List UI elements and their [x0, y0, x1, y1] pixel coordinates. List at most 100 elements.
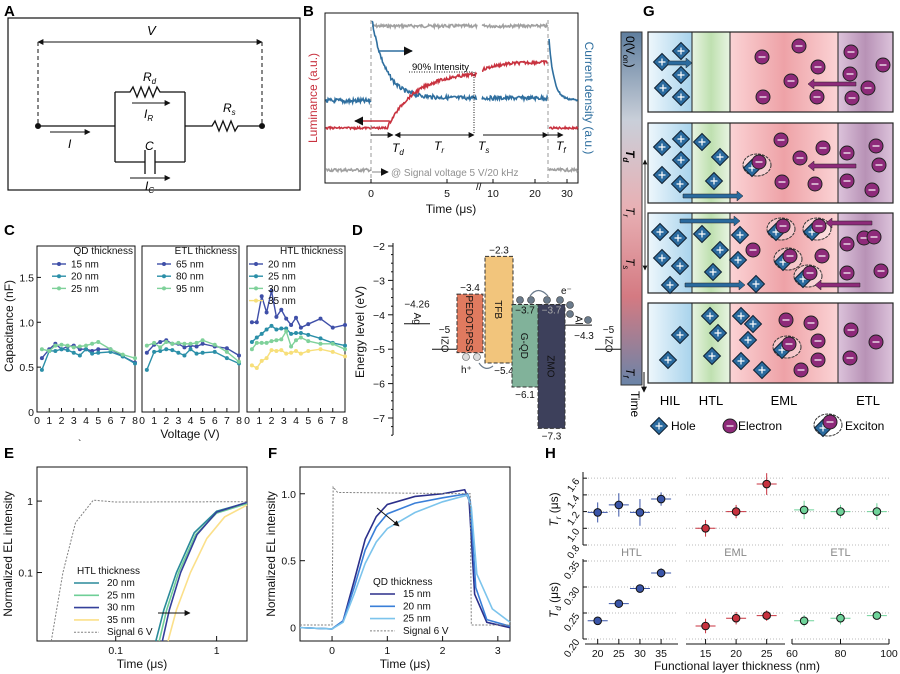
- capacitance-point: [343, 343, 347, 348]
- capacitance-point: [254, 320, 259, 325]
- plus-sign: [748, 164, 756, 172]
- panel-label-h: H: [545, 445, 556, 462]
- capacitance-point: [318, 336, 323, 341]
- panel-c-xtick-label: 3: [175, 415, 181, 427]
- ytick-label: 1.6: [565, 476, 582, 494]
- capacitance-point: [298, 351, 303, 356]
- capacitance-point: [343, 322, 347, 327]
- panel-a-frame: [7, 17, 301, 191]
- capacitance-point: [289, 322, 294, 327]
- capacitance-point: [77, 344, 82, 349]
- capacitance-point: [158, 345, 163, 350]
- panel-b-xtick-label: 5: [444, 188, 450, 200]
- plus-sign: [714, 329, 722, 337]
- capacitance-point: [306, 348, 311, 353]
- electron-icon: [556, 296, 564, 304]
- plus-sign: [736, 231, 744, 239]
- snapshot-frame: [647, 122, 894, 204]
- hole-hop-arrow: [478, 362, 494, 369]
- capacitance-line-20nm: [251, 290, 346, 329]
- ytick-label: 0.35: [562, 559, 582, 582]
- legend-label: 65 nm: [176, 260, 204, 271]
- panel-c-frame: [246, 245, 346, 413]
- plus-sign: [664, 356, 672, 364]
- layer-bar-zmo: [537, 303, 566, 429]
- capacitance-point: [254, 366, 259, 371]
- x-axis-label: Functional layer thickness (nm): [654, 659, 820, 673]
- capacitance-point: [306, 322, 311, 327]
- capacitance-line-30nm: [251, 329, 346, 350]
- panel-b-traces: [325, 20, 579, 174]
- capacitance-point: [294, 331, 298, 336]
- plus-sign: [737, 357, 745, 365]
- capacitance-point: [289, 350, 294, 355]
- el-curve-20nm: [155, 501, 248, 642]
- electron-icon: [543, 296, 551, 304]
- legend-label: Signal 6 V: [107, 627, 153, 638]
- plus-sign: [772, 228, 780, 236]
- hole-icon: [473, 353, 481, 361]
- ytick-label: 1.4: [565, 493, 582, 511]
- capacitance-point: [59, 347, 64, 352]
- ytick-label: 0.5: [281, 556, 296, 568]
- luminance-trace-pre: [325, 125, 388, 131]
- electrode-level-label: −5: [603, 325, 615, 336]
- capacitance-point: [188, 341, 193, 346]
- legend-marker: [254, 274, 258, 279]
- electrode-name: Ag: [411, 313, 422, 325]
- htl-layer: [692, 32, 730, 112]
- panel-c-xtick-label: 8: [342, 415, 348, 427]
- capacitance-point: [158, 348, 163, 353]
- carrier-dynamics-diagram: 0(Von) Td Tr Ts Tf Time HIL HTL EML ETL …: [620, 31, 894, 438]
- panel-c-xlabel: Voltage (V): [160, 427, 219, 441]
- capacitance-point: [194, 351, 199, 356]
- capacitance-point: [152, 349, 157, 354]
- data-point-eml-tr: [762, 479, 771, 489]
- data-point-eml-tr: [701, 523, 710, 533]
- ytick-label: 1: [27, 496, 33, 508]
- carrier-flow-arrow: [807, 160, 857, 172]
- capacitance-point: [176, 350, 181, 355]
- data-point-etl-tr: [799, 505, 809, 515]
- capacitance-point: [318, 347, 323, 352]
- time-axis-label: Time: [628, 391, 642, 418]
- plus-sign: [658, 254, 666, 262]
- xtick-label: 100: [880, 648, 898, 660]
- plus-sign: [658, 143, 666, 151]
- data-point-eml-tr: [731, 507, 741, 516]
- capacitance-point: [284, 351, 289, 356]
- layer-bottom-level: −5.4: [494, 366, 514, 377]
- time-mark-ts: Ts: [621, 258, 637, 269]
- carrier-flow-arrow: [684, 279, 746, 291]
- plus-sign: [716, 246, 724, 254]
- capacitance-point: [343, 347, 347, 352]
- column-label-etl: ETL: [856, 393, 880, 408]
- plus-sign: [737, 312, 745, 320]
- el-curve-35nm: [167, 504, 248, 642]
- capacitance-point: [39, 347, 44, 352]
- y-label-symbol: T: [547, 518, 561, 527]
- capacitance-point: [84, 343, 88, 348]
- xtick-label: 15: [700, 648, 712, 660]
- ytick-label: 1.0: [281, 489, 296, 501]
- snapshot-row-2: [647, 122, 894, 204]
- carrier-flow-arrow: [679, 215, 741, 227]
- plus-sign: [676, 180, 684, 188]
- panel-d-ytick-label: −4: [373, 310, 385, 322]
- energy-level-diagram: −2 −3 −4 −5 −6 −7 PEDOT:PSS−3.4 TFB −2.3 −5.4 G-QD…: [373, 241, 622, 442]
- panel-c-ylabel: Capacitance (nF): [2, 280, 16, 372]
- plus-sign: [676, 262, 684, 270]
- y-axis-label: Normalized EL intensity: [264, 491, 278, 617]
- td-label: Td: [392, 141, 404, 157]
- panel-c-ytick-label: 0: [28, 407, 34, 419]
- capacitance-point: [39, 356, 44, 361]
- panel-c-xtick-label: 6: [318, 415, 324, 427]
- group-label-eml: EML: [724, 547, 747, 559]
- legend-title: QD thickness: [373, 577, 432, 588]
- panel-d-ytick-label: −6: [373, 379, 385, 391]
- capacitance-point: [269, 339, 274, 344]
- legend-marker: [254, 286, 258, 291]
- legend-label: 25 nm: [107, 590, 135, 601]
- layer-name: PEDOT:PSS: [463, 295, 474, 351]
- luminance-trace-rise: [386, 71, 478, 130]
